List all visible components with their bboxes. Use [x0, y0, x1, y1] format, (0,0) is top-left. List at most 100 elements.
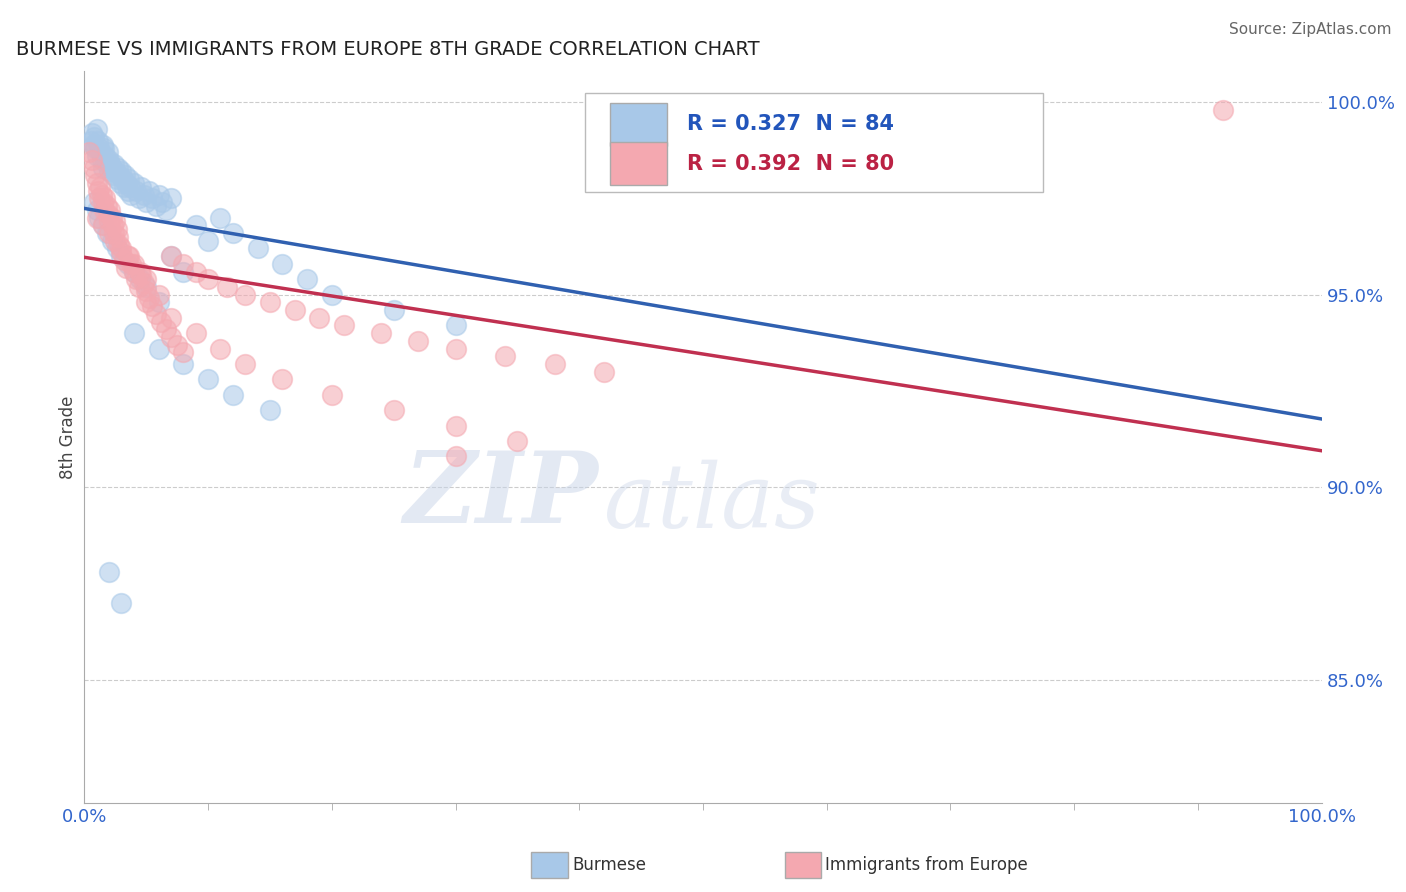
Point — [110, 164, 132, 178]
Point — [295, 272, 318, 286]
Point — [148, 342, 170, 356]
Point — [117, 249, 139, 263]
Point — [89, 145, 111, 160]
Point — [80, 153, 103, 167]
Point — [135, 284, 157, 298]
Point — [135, 272, 157, 286]
Text: R = 0.392  N = 80: R = 0.392 N = 80 — [688, 153, 894, 174]
Point — [494, 349, 516, 363]
Point — [103, 157, 125, 171]
Point — [215, 280, 238, 294]
Point — [172, 257, 194, 271]
Point — [370, 326, 392, 340]
Point — [132, 276, 155, 290]
Point — [1212, 103, 1234, 117]
Point — [138, 184, 160, 198]
Point — [110, 245, 132, 260]
Point — [117, 257, 139, 271]
Point — [184, 219, 207, 233]
FancyBboxPatch shape — [585, 94, 1043, 192]
Point — [271, 372, 294, 386]
Point — [543, 357, 565, 371]
Point — [91, 161, 114, 175]
Point — [96, 199, 118, 213]
Point — [333, 318, 356, 333]
Point — [382, 403, 405, 417]
Point — [104, 234, 127, 248]
Point — [117, 184, 139, 198]
Point — [120, 179, 142, 194]
Point — [90, 187, 112, 202]
Point — [129, 268, 152, 283]
Text: Immigrants from Europe: Immigrants from Europe — [825, 856, 1028, 874]
Point — [115, 176, 138, 190]
Point — [321, 287, 343, 301]
Point — [233, 357, 256, 371]
Point — [89, 191, 111, 205]
Point — [103, 226, 125, 240]
Point — [172, 357, 194, 371]
Point — [79, 134, 101, 148]
Point — [104, 164, 127, 178]
Point — [98, 214, 121, 228]
Point — [145, 307, 167, 321]
Point — [105, 222, 128, 236]
Point — [100, 161, 122, 175]
Point — [89, 211, 111, 225]
Point — [222, 226, 245, 240]
Point — [111, 172, 134, 186]
Point — [94, 191, 117, 205]
Point — [101, 169, 124, 183]
Point — [172, 345, 194, 359]
Point — [184, 264, 207, 278]
Point — [160, 310, 183, 325]
Point — [259, 295, 281, 310]
Point — [91, 219, 114, 233]
Point — [97, 207, 120, 221]
Point — [104, 214, 127, 228]
Point — [172, 264, 194, 278]
Point — [108, 237, 131, 252]
Point — [284, 303, 307, 318]
Point — [150, 315, 173, 329]
Point — [91, 137, 114, 152]
Point — [155, 202, 177, 217]
Point — [91, 195, 114, 210]
Point — [122, 326, 145, 340]
Point — [83, 129, 105, 144]
Point — [308, 310, 330, 325]
Point — [107, 161, 129, 175]
Point — [135, 295, 157, 310]
Point — [108, 169, 131, 183]
Point — [118, 249, 141, 263]
Point — [506, 434, 529, 448]
Point — [135, 280, 157, 294]
Point — [129, 179, 152, 194]
Point — [110, 242, 132, 256]
Point — [94, 149, 117, 163]
Point — [93, 141, 115, 155]
Point — [107, 230, 129, 244]
Point — [87, 134, 110, 148]
Text: BURMESE VS IMMIGRANTS FROM EUROPE 8TH GRADE CORRELATION CHART: BURMESE VS IMMIGRANTS FROM EUROPE 8TH GR… — [17, 39, 759, 59]
Point — [150, 195, 173, 210]
Point — [83, 195, 105, 210]
Point — [132, 187, 155, 202]
Text: Burmese: Burmese — [572, 856, 647, 874]
Point — [90, 153, 112, 167]
Point — [271, 257, 294, 271]
Point — [87, 184, 110, 198]
Point — [101, 219, 124, 233]
Point — [112, 252, 135, 267]
Point — [382, 303, 405, 318]
Point — [86, 211, 108, 225]
Point — [593, 365, 616, 379]
Point — [125, 272, 148, 286]
Point — [89, 141, 111, 155]
Point — [141, 299, 163, 313]
Point — [89, 179, 111, 194]
Point — [129, 264, 152, 278]
Point — [160, 249, 183, 263]
Y-axis label: 8th Grade: 8th Grade — [59, 395, 77, 479]
Point — [86, 122, 108, 136]
